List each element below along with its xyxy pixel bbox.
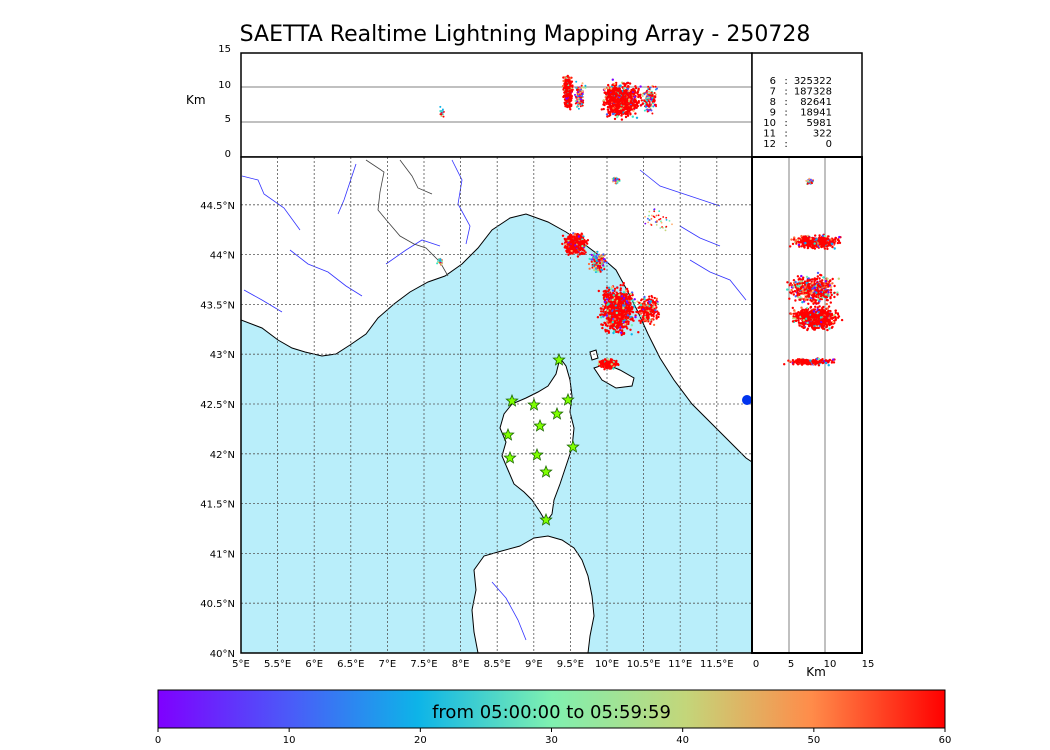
- station-count-value: 5981: [807, 118, 832, 129]
- station-count-value: 0: [826, 139, 832, 150]
- lon-tick-label: 9°E: [525, 659, 543, 670]
- lat-tick-label: 41.5°N: [200, 500, 235, 511]
- side-altitude-panel: [751, 156, 863, 654]
- station-star-icon: [533, 418, 547, 432]
- station-count-n: 12: [763, 139, 776, 150]
- colorbar-tick: 30: [545, 735, 558, 746]
- lat-tick-label: 42°N: [210, 450, 235, 461]
- station-count-sep: :: [784, 97, 787, 108]
- lat-tick-label: 44.5°N: [200, 201, 235, 212]
- lat-tick-label: 43.5°N: [200, 300, 235, 311]
- plan-view-map: [240, 156, 753, 654]
- station-star-icon: [503, 450, 517, 464]
- colorbar-label: from 05:00:00 to 05:59:59: [432, 702, 671, 723]
- lat-tick-label: 40.5°N: [200, 599, 235, 610]
- lat-tick-label: 44°N: [210, 251, 235, 262]
- station-count-n: 11: [763, 129, 776, 140]
- station-count-sep: :: [784, 139, 787, 150]
- side-sources: [783, 177, 844, 367]
- colorbar-tick: 10: [283, 735, 296, 746]
- lightning-sources: [436, 176, 673, 371]
- side-xlabel: Km: [806, 665, 826, 679]
- station-star-icon: [539, 512, 553, 526]
- lat-tick-label: 42.5°N: [200, 400, 235, 411]
- station-count-sep: :: [784, 87, 787, 98]
- station-star-icon: [501, 427, 515, 441]
- lon-tick-label: 8°E: [452, 659, 470, 670]
- colorbar-tick: 50: [807, 735, 820, 746]
- lon-tick-label: 5.5°E: [264, 659, 291, 670]
- colorbar-tick: 0: [155, 735, 161, 746]
- lma-stations: [501, 352, 580, 526]
- side-xtick-0: 0: [753, 659, 759, 670]
- station-count-sep: :: [784, 76, 787, 87]
- lon-tick-label: 10°E: [595, 659, 619, 670]
- colorbar-tick: 20: [414, 735, 427, 746]
- station-count-sep: :: [784, 108, 787, 119]
- station-star-icon: [561, 392, 575, 406]
- station-count-n: 9: [770, 108, 776, 119]
- station-count-n: 7: [770, 87, 776, 98]
- colorbar: 0 10 20 30 40 50 60: [155, 689, 952, 746]
- station-count-value: 325322: [794, 76, 832, 87]
- lat-tick-label: 40°N: [210, 649, 235, 660]
- sardinia-island: [471, 535, 595, 653]
- alt-ylabel: Km: [186, 93, 206, 107]
- station-star-icon: [566, 439, 580, 453]
- edge-marker: [742, 395, 752, 405]
- station-count-n: 6: [770, 76, 776, 87]
- lon-tick-label: 10.5°E: [627, 659, 661, 670]
- station-star-icon: [552, 352, 566, 366]
- station-star-icon: [527, 397, 541, 411]
- lon-tick-label: 8.5°E: [484, 659, 511, 670]
- colorbar-tick: 40: [676, 735, 689, 746]
- rivers: [241, 159, 747, 641]
- side-xtick-15: 15: [862, 659, 875, 670]
- lon-tick-label: 7.5°E: [410, 659, 437, 670]
- lon-tick-label: 7°E: [379, 659, 397, 670]
- station-count-value: 187328: [794, 87, 832, 98]
- lon-tick-label: 11.5°E: [700, 659, 734, 670]
- alt-ytick-15: 15: [218, 44, 231, 55]
- page-title: SAETTA Realtime Lightning Mapping Array …: [239, 22, 811, 47]
- station-count-value: 322: [813, 129, 832, 140]
- station-count-value: 18941: [800, 108, 832, 119]
- side-xtick-5: 5: [788, 659, 794, 670]
- altitude-sources: [439, 74, 658, 121]
- station-star-icon: [505, 393, 519, 407]
- alt-ytick-10: 10: [218, 80, 231, 91]
- station-count-n: 8: [770, 97, 776, 108]
- side-xtick-10: 10: [824, 659, 837, 670]
- station-count-sep: :: [784, 118, 787, 129]
- capraia-island: [589, 349, 599, 361]
- lon-tick-label: 5°E: [232, 659, 250, 670]
- station-star-icon: [539, 464, 553, 478]
- station-star-icon: [530, 447, 544, 461]
- lon-tick-label: 6°E: [305, 659, 323, 670]
- lat-tick-label: 41°N: [210, 549, 235, 560]
- station-count-n: 10: [763, 118, 776, 129]
- station-star-icon: [550, 406, 564, 420]
- alt-ytick-0: 0: [225, 149, 231, 160]
- lon-tick-label: 9.5°E: [557, 659, 584, 670]
- altitude-panel: [240, 52, 753, 158]
- station-count-sep: :: [784, 129, 787, 140]
- lon-tick-label: 11°E: [668, 659, 692, 670]
- lat-tick-label: 43°N: [210, 350, 235, 361]
- corsica-island: [499, 356, 575, 523]
- alt-ytick-5: 5: [225, 114, 231, 125]
- station-count-value: 82641: [800, 97, 832, 108]
- colorbar-tick: 60: [939, 735, 952, 746]
- station-counts-box: 6:3253227:1873288:826419:1894110:598111:…: [751, 52, 863, 158]
- lon-tick-label: 6.5°E: [337, 659, 364, 670]
